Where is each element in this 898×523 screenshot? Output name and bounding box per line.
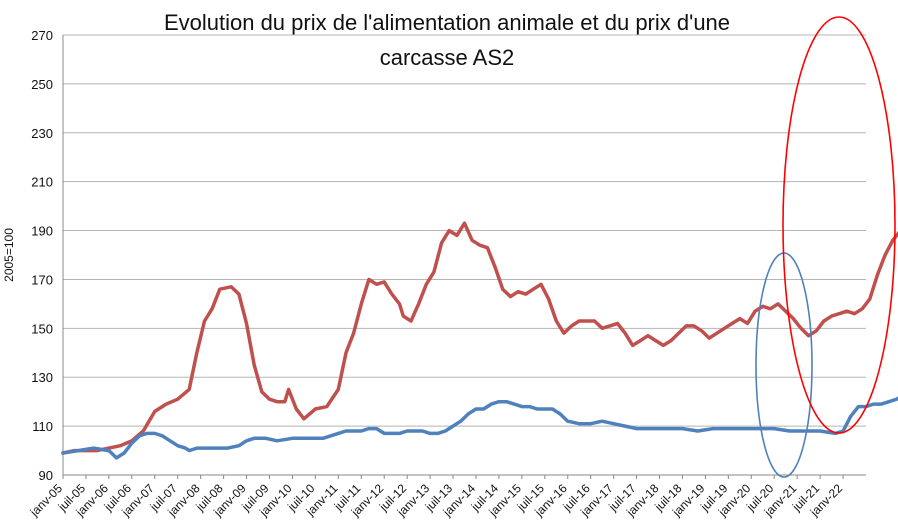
y-tick-label: 210 (31, 175, 53, 190)
y-tick-label: 190 (31, 224, 53, 239)
y-tick-label: 230 (31, 126, 53, 141)
annotations (755, 16, 896, 478)
series-line-2 (61, 396, 898, 460)
y-tick-label: 170 (31, 272, 53, 287)
annotation-ellipse-1 (755, 252, 813, 478)
annotation-ellipse-2 (782, 16, 896, 434)
y-tick-label: 90 (39, 468, 53, 483)
gridlines (63, 34, 866, 476)
y-tick-label: 130 (31, 370, 53, 385)
chart-title-line-2: carcasse AS2 (380, 45, 515, 70)
y-tick-label: 250 (31, 77, 53, 92)
y-axis-ticks: 90 110 130 150 170 190 210 230 250 270 (31, 28, 53, 483)
chart-title-line-1: Evolution du prix de l'alimentation anim… (164, 10, 730, 35)
y-tick-label: 150 (31, 321, 53, 336)
axes (62, 35, 866, 476)
series-line-1 (61, 221, 898, 455)
series-lines (61, 221, 898, 460)
y-axis-label: 2005=100 (2, 228, 16, 282)
y-tick-label: 270 (31, 28, 53, 43)
y-tick-label: 110 (32, 419, 53, 434)
x-axis-ticks: janv-05juil-05janv-06juil-06janv-07juil-… (27, 475, 845, 520)
